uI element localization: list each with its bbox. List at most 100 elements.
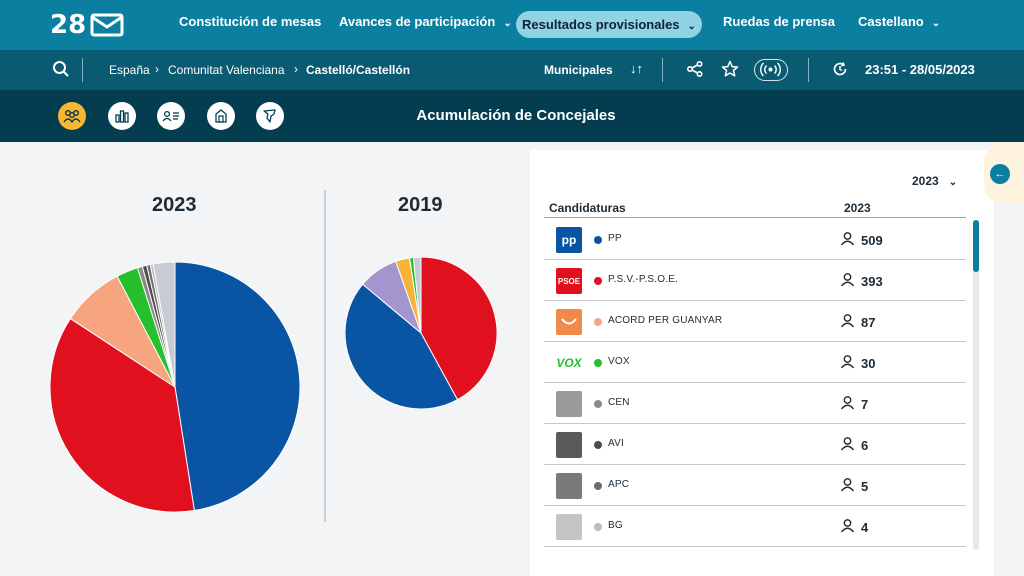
party-color-dot — [594, 277, 602, 285]
tool-group-button[interactable] — [58, 102, 86, 130]
person-icon — [840, 518, 855, 536]
nav-resultados-provisionales[interactable]: Resultados provisionales ⌄ — [516, 11, 702, 38]
party-name: APC — [608, 479, 630, 490]
breadcrumb-bar: España › Comunitat Valenciana › Castelló… — [0, 50, 1024, 90]
header-divider — [544, 217, 966, 218]
party-color-dot — [594, 359, 602, 367]
party-logo-text: VOX — [556, 356, 582, 370]
scrollbar-track[interactable] — [973, 220, 979, 550]
logo-text: 28 — [50, 10, 87, 40]
star-icon[interactable] — [721, 60, 739, 78]
live-broadcast-button[interactable] — [754, 59, 788, 81]
language-selector[interactable]: Castellano ⌄ — [858, 14, 940, 29]
seats-value: 5 — [861, 478, 869, 494]
table-row[interactable]: PSOE P.S.V.-P.S.O.E. 393 — [544, 260, 966, 301]
seats-cell: 87 — [840, 313, 875, 331]
table-row[interactable]: AVI 6 — [544, 424, 966, 465]
nav-ruedas-prensa[interactable]: Ruedas de prensa — [723, 14, 835, 29]
chevron-down-icon: ⌄ — [931, 18, 941, 29]
nav-avances-participacion[interactable]: Avances de participación ⌄ — [339, 14, 512, 29]
person-icon — [840, 395, 855, 413]
table-row[interactable]: VOX VOX 30 — [544, 342, 966, 383]
party-logo — [556, 309, 582, 335]
party-logo: VOX — [556, 350, 582, 376]
chart-divider — [324, 190, 326, 522]
envelope-icon — [90, 13, 124, 37]
person-icon — [840, 231, 855, 249]
collapse-arrow-button[interactable]: ← — [990, 164, 1010, 184]
tool-building-button[interactable] — [207, 102, 235, 130]
share-icon[interactable] — [686, 60, 704, 78]
nav-label: Resultados provisionales — [522, 17, 680, 32]
pie-slice-pp[interactable] — [345, 283, 459, 409]
column-header-year: 2023 — [844, 201, 871, 215]
candidate-list-icon — [162, 110, 179, 122]
tool-map-button[interactable] — [256, 102, 284, 130]
seats-cell: 7 — [840, 395, 868, 413]
charts-panel: 2023 2019 — [0, 142, 520, 576]
pie-slice-pp[interactable] — [174, 262, 300, 512]
person-icon — [840, 272, 855, 290]
party-color-dot — [594, 400, 602, 408]
table-row[interactable]: BG 4 — [544, 506, 966, 547]
pie-slice-otros[interactable] — [152, 262, 176, 388]
breadcrumb-comunitat[interactable]: Comunitat Valenciana — [168, 63, 285, 77]
year-selector-value: 2023 — [912, 174, 939, 188]
tool-candidates-button[interactable] — [157, 102, 185, 130]
party-color-dot — [594, 441, 602, 449]
party-logo: pp — [556, 227, 582, 253]
column-header-candidaturas: Candidaturas — [549, 201, 626, 215]
group-icon — [63, 110, 81, 123]
divider — [82, 58, 83, 82]
year-selector[interactable]: 2023 ⌄ — [912, 174, 957, 188]
pie-slice-otros[interactable] — [412, 257, 422, 334]
seats-cell: 393 — [840, 272, 883, 290]
seats-value: 87 — [861, 314, 876, 330]
chart-title-2023: 2023 — [152, 194, 197, 216]
divider — [662, 58, 663, 82]
seats-cell: 509 — [840, 231, 883, 249]
divider — [808, 58, 809, 82]
chevron-right-icon: › — [294, 62, 298, 76]
party-color-dot — [594, 523, 602, 531]
person-icon — [840, 436, 855, 454]
pie-slice-p-s-v-p-s-o-e-[interactable] — [420, 257, 497, 401]
seats-value: 393 — [861, 273, 883, 289]
refresh-clock-icon[interactable] — [832, 61, 848, 77]
seats-value: 6 — [861, 437, 869, 453]
seats-cell: 5 — [840, 477, 868, 495]
pie-chart-2019 — [345, 257, 497, 409]
sort-icon[interactable]: ↓↑ — [630, 61, 643, 76]
election-type[interactable]: Municipales — [544, 63, 613, 77]
seats-cell: 6 — [840, 436, 868, 454]
search-icon[interactable] — [52, 60, 70, 78]
party-logo-text: PSOE — [557, 276, 581, 286]
party-logo — [556, 432, 582, 458]
pie-chart-2023 — [50, 262, 300, 512]
top-navigation: 28 Constitución de mesas Avances de part… — [0, 0, 1024, 50]
party-name: BG — [608, 520, 623, 531]
seats-value: 7 — [861, 396, 869, 412]
seats-value: 4 — [861, 519, 869, 535]
scrollbar-thumb[interactable] — [973, 220, 979, 272]
chart-title-2019: 2019 — [398, 194, 443, 216]
side-panel-handle: ← — [984, 142, 1024, 204]
table-row[interactable]: CEN 7 — [544, 383, 966, 424]
nav-label: Castellano — [858, 14, 924, 29]
table-row[interactable]: APC 5 — [544, 465, 966, 506]
party-color-dot — [594, 236, 602, 244]
seats-cell: 30 — [840, 354, 875, 372]
nav-constitucion-mesas[interactable]: Constitución de mesas — [179, 14, 321, 29]
party-logo-text: pp — [561, 233, 577, 247]
party-name: P.S.V.-P.S.O.E. — [608, 274, 679, 285]
table-row[interactable]: pp PP 509 — [544, 219, 966, 260]
logo[interactable]: 28 — [50, 10, 124, 40]
page-title: Acumulación de Concejales — [416, 107, 616, 124]
party-color-dot — [594, 482, 602, 490]
last-update-datetime: 23:51 - 28/05/2023 — [865, 62, 975, 77]
table-row[interactable]: ACORD PER GUANYAR 87 — [544, 301, 966, 342]
tool-bar-chart-button[interactable] — [108, 102, 136, 130]
pie-slice-p-s-v-p-s-o-e-[interactable] — [50, 317, 195, 512]
map-shape-icon — [263, 109, 276, 123]
breadcrumb-espana[interactable]: España — [109, 63, 150, 77]
